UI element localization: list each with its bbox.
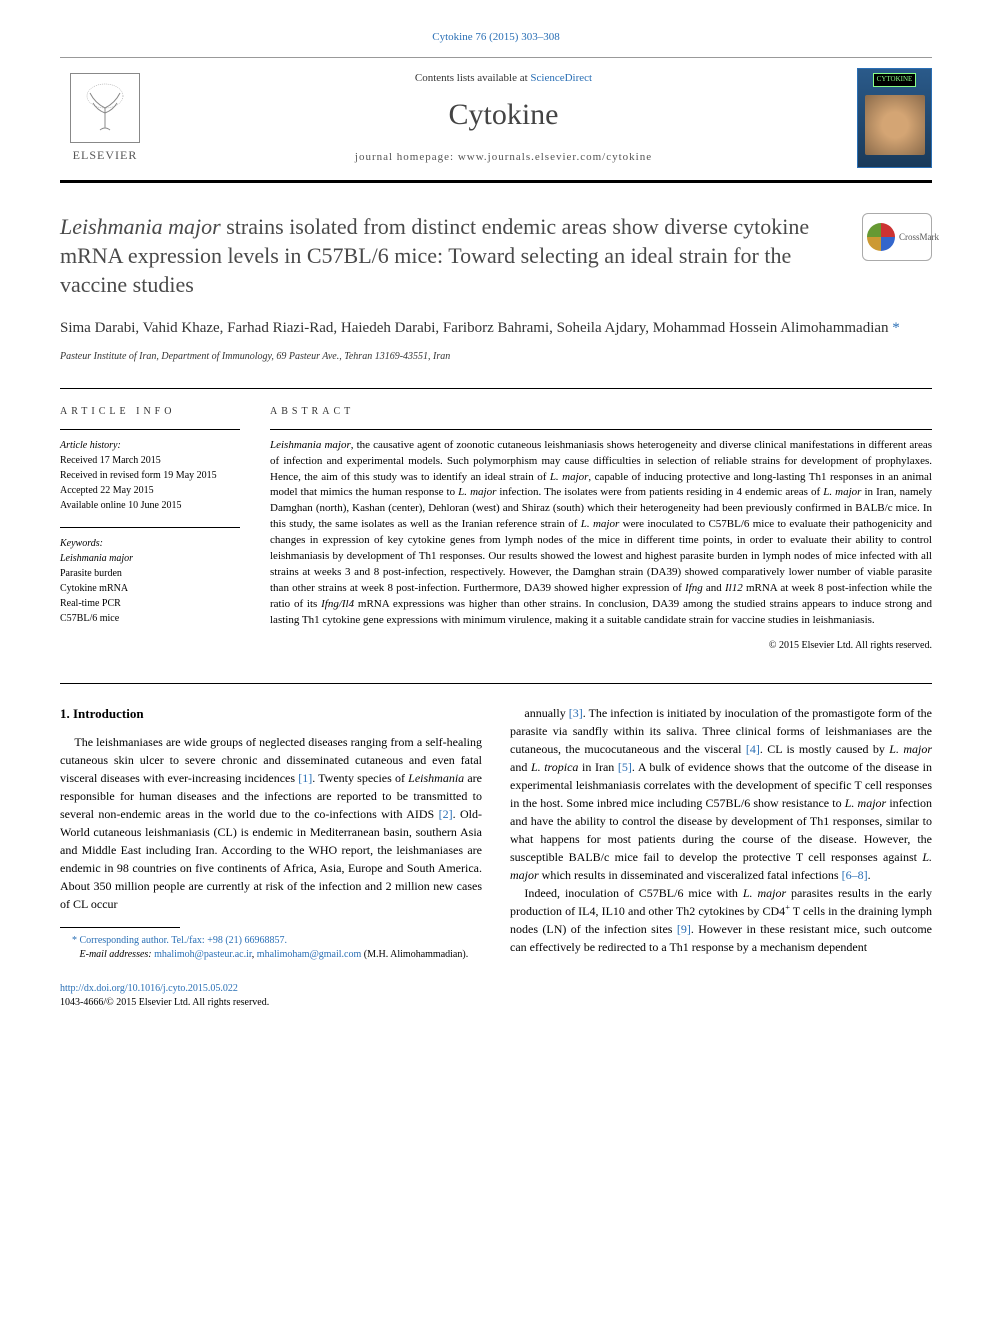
body-para: annually [3]. The infection is initiated… — [510, 704, 932, 884]
body-text: which results in disseminated and viscer… — [539, 868, 842, 882]
footnote-rule — [60, 927, 180, 928]
contents-line: Contents lists available at ScienceDirec… — [150, 71, 857, 86]
email-link[interactable]: mhalimoh@pasteur.ac.ir — [154, 949, 252, 960]
title-species: Leishmania major — [60, 214, 221, 239]
contents-prefix: Contents lists available at — [415, 72, 530, 84]
keywords-heading: Keywords: — [60, 536, 240, 551]
footer: http://dx.doi.org/10.1016/j.cyto.2015.05… — [60, 982, 932, 1010]
species-name: L. tropica — [531, 760, 579, 774]
citation-ref[interactable]: [2] — [439, 807, 453, 821]
body-text: . CL is mostly caused by — [760, 742, 889, 756]
body-text: in Iran — [578, 760, 617, 774]
body-para: The leishmaniases are wide groups of neg… — [60, 733, 482, 913]
title-block: Leishmania major strains isolated from d… — [60, 213, 932, 299]
keyword: Real-time PCR — [60, 596, 240, 611]
info-abstract-row: ARTICLE INFO Article history: Received 1… — [60, 388, 932, 653]
crossmark-icon — [867, 223, 895, 251]
body-columns: 1. Introduction The leishmaniases are wi… — [60, 704, 932, 963]
history-line: Received 17 March 2015 — [60, 453, 240, 468]
citation-ref[interactable]: [5] — [618, 760, 632, 774]
authors-list: Sima Darabi, Vahid Khaze, Farhad Riazi-R… — [60, 320, 889, 336]
history-line: Received in revised form 19 May 2015 — [60, 468, 240, 483]
homepage-url: www.journals.elsevier.com/cytokine — [458, 151, 652, 163]
abstract: ABSTRACT Leishmania major, the causative… — [270, 405, 932, 653]
history-block: Article history: Received 17 March 2015 … — [60, 429, 240, 513]
body-text: . Twenty species of — [312, 771, 408, 785]
species-name: L. major — [889, 742, 932, 756]
cover-image-icon — [865, 95, 925, 155]
article-title: Leishmania major strains isolated from d… — [60, 213, 862, 299]
article-info: ARTICLE INFO Article history: Received 1… — [60, 405, 240, 653]
publisher-name: ELSEVIER — [73, 147, 138, 164]
sciencedirect-link[interactable]: ScienceDirect — [530, 72, 592, 84]
corresponding-footnote: * Corresponding author. Tel./fax: +98 (2… — [60, 934, 482, 948]
citation-ref[interactable]: [9] — [677, 922, 691, 936]
affiliation: Pasteur Institute of Iran, Department of… — [60, 350, 932, 364]
corr-text: * Corresponding author. Tel./fax: +98 (2… — [72, 935, 287, 946]
citation-ref[interactable]: [1] — [298, 771, 312, 785]
history-line: Available online 10 June 2015 — [60, 498, 240, 513]
corr-marker: * — [889, 320, 900, 336]
elsevier-tree-icon — [70, 73, 140, 143]
cover-label: CYTOKINE — [873, 73, 917, 87]
species-name: L. major — [743, 886, 786, 900]
history-line: Accepted 22 May 2015 — [60, 483, 240, 498]
section-heading: 1. Introduction — [60, 704, 482, 724]
abstract-text: Leishmania major, the causative agent of… — [270, 429, 932, 629]
email-footnote: E-mail addresses: mhalimoh@pasteur.ac.ir… — [60, 948, 482, 962]
keyword: Parasite burden — [60, 566, 240, 581]
rule-body — [60, 683, 932, 684]
crossmark-badge[interactable]: CrossMark — [862, 213, 932, 261]
species-name: Leishmania — [408, 771, 464, 785]
abstract-label: ABSTRACT — [270, 405, 932, 419]
citation-ref[interactable]: [6–8] — [842, 868, 868, 882]
citation-ref[interactable]: [3] — [569, 706, 583, 720]
body-para: Indeed, inoculation of C57BL/6 mice with… — [510, 884, 932, 956]
publisher-logo: ELSEVIER — [60, 68, 150, 168]
body-text: and — [510, 760, 531, 774]
body-text: . Old-World cutaneous leishmaniasis (CL)… — [60, 807, 482, 911]
banner-center: Contents lists available at ScienceDirec… — [150, 71, 857, 166]
body-text: annually — [524, 706, 568, 720]
body-text: Indeed, inoculation of C57BL/6 mice with — [524, 886, 742, 900]
keyword: C57BL/6 mice — [60, 611, 240, 626]
keyword: Cytokine mRNA — [60, 581, 240, 596]
homepage-line: journal homepage: www.journals.elsevier.… — [150, 150, 857, 165]
keyword: Leishmania major — [60, 551, 240, 566]
keywords-block: Keywords: Leishmania major Parasite burd… — [60, 527, 240, 626]
history-heading: Article history: — [60, 438, 240, 453]
info-label: ARTICLE INFO — [60, 405, 240, 419]
body-text: . — [868, 868, 871, 882]
species-name: L. major — [845, 796, 886, 810]
homepage-prefix: journal homepage: — [355, 151, 458, 163]
email-link[interactable]: mhalimoham@gmail.com — [257, 949, 361, 960]
email-suffix: (M.H. Alimohammadian). — [361, 949, 468, 960]
citation-ref[interactable]: [4] — [746, 742, 760, 756]
authors: Sima Darabi, Vahid Khaze, Farhad Riazi-R… — [60, 317, 932, 340]
citation-header: Cytokine 76 (2015) 303–308 — [60, 30, 932, 45]
journal-banner: ELSEVIER Contents lists available at Sci… — [60, 58, 932, 180]
email-label: E-mail addresses: — [80, 949, 152, 960]
doi-link[interactable]: http://dx.doi.org/10.1016/j.cyto.2015.05… — [60, 982, 932, 996]
journal-name: Cytokine — [150, 94, 857, 136]
abstract-copyright: © 2015 Elsevier Ltd. All rights reserved… — [270, 639, 932, 653]
rule-thick — [60, 180, 932, 183]
issn-copyright: 1043-4666/© 2015 Elsevier Ltd. All right… — [60, 996, 932, 1010]
journal-cover-thumb: CYTOKINE — [857, 68, 932, 168]
crossmark-label: CrossMark — [899, 231, 939, 244]
